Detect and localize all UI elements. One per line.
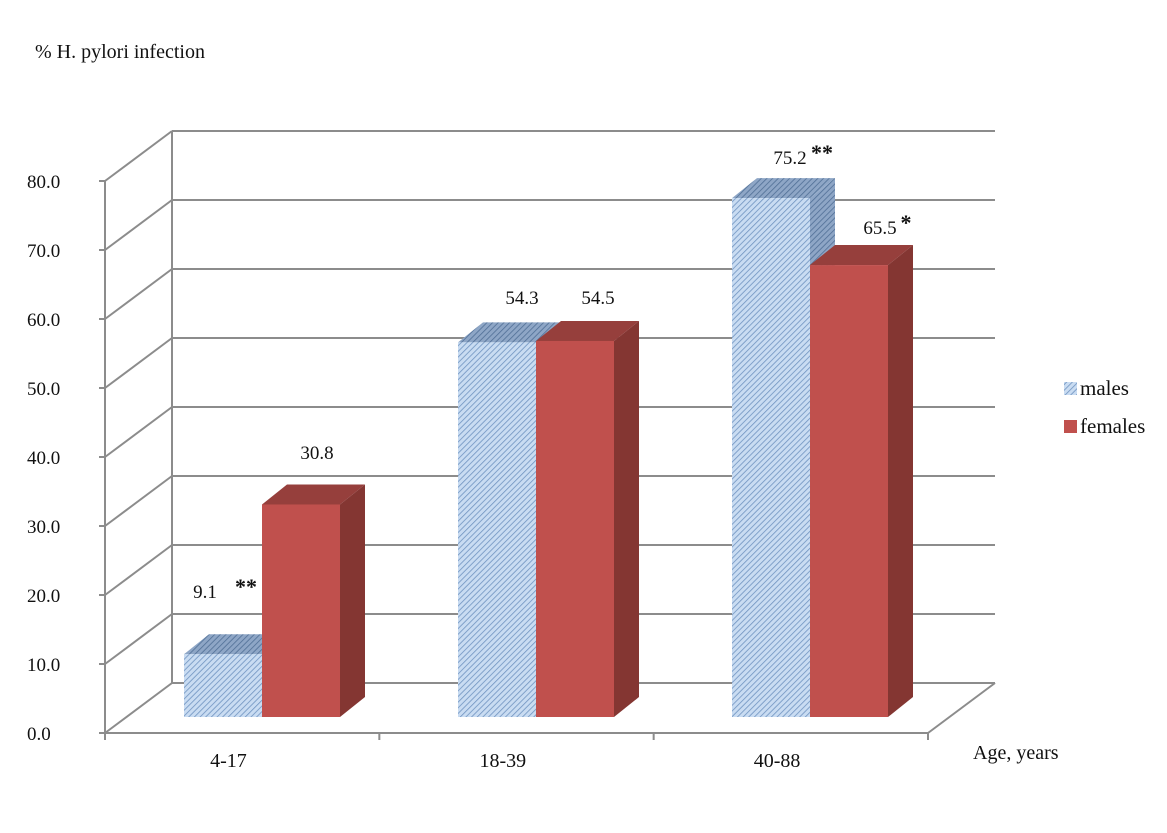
side-wall-gridline xyxy=(104,613,173,665)
side-wall-gridline xyxy=(104,475,173,527)
legend-swatch-males xyxy=(1064,382,1077,395)
bar-males-4-17 xyxy=(184,654,262,717)
side-wall-gridline xyxy=(104,682,173,734)
bar-females-40-88 xyxy=(810,265,888,717)
data-label-males-40-88: 75.2 xyxy=(773,148,806,169)
significance-marker-females-40-88: * xyxy=(901,210,912,235)
bar-side-females-18-39 xyxy=(614,320,639,717)
side-wall-gridline xyxy=(104,337,173,389)
bar-males-18-39 xyxy=(458,342,536,717)
bar-males-40-88 xyxy=(732,198,810,717)
data-label-males-4-17: 9.1 xyxy=(193,582,217,603)
bar-females-18-39 xyxy=(536,340,614,717)
bar-side-females-4-17 xyxy=(340,484,365,717)
bar-females-4-17 xyxy=(262,504,340,717)
y-tick-label: 20.0 xyxy=(27,586,60,607)
bar-top-males-4-17 xyxy=(184,634,287,655)
x-tick-label: 18-39 xyxy=(479,750,526,772)
y-tick-label: 60.0 xyxy=(27,310,60,331)
side-wall-gridline xyxy=(104,268,173,320)
y-tick-label: 50.0 xyxy=(27,379,60,400)
data-label-males-18-39: 54.3 xyxy=(505,288,538,309)
x-tick-label: 4-17 xyxy=(210,750,247,772)
bar-top-males-18-39 xyxy=(458,322,561,343)
legend-swatch-females xyxy=(1064,420,1077,433)
bar-top-females-4-17 xyxy=(262,484,365,505)
data-label-females-4-17: 30.8 xyxy=(300,443,333,464)
y-tick-label: 10.0 xyxy=(27,655,60,676)
bar-top-females-40-88 xyxy=(810,245,913,266)
floor-edge xyxy=(927,682,996,734)
side-wall-gridline xyxy=(104,406,173,458)
significance-marker-males-4-17: ** xyxy=(235,574,257,599)
y-tick-label: 30.0 xyxy=(27,517,60,538)
legend-label-males: males xyxy=(1080,376,1129,400)
x-axis-title: Age, years xyxy=(973,742,1059,764)
y-tick-label: 0.0 xyxy=(27,724,51,745)
y-tick-label: 40.0 xyxy=(27,448,60,469)
y-axis-title: % H. pylori infection xyxy=(35,41,205,63)
bar-side-females-40-88 xyxy=(888,245,913,718)
side-wall-gridline xyxy=(104,544,173,596)
side-wall-gridline xyxy=(104,199,173,251)
significance-marker-males-40-88: ** xyxy=(811,140,833,165)
bar-top-females-18-39 xyxy=(536,320,639,341)
legend-label-females: females xyxy=(1080,414,1145,438)
y-tick-label: 70.0 xyxy=(27,241,60,262)
x-tick-label: 40-88 xyxy=(754,750,801,772)
data-label-females-18-39: 54.5 xyxy=(581,288,614,309)
bar-top-males-40-88 xyxy=(732,178,835,199)
side-wall-gridline xyxy=(104,130,173,182)
data-label-females-40-88: 65.5 xyxy=(863,218,896,239)
y-tick-label: 80.0 xyxy=(27,172,60,193)
